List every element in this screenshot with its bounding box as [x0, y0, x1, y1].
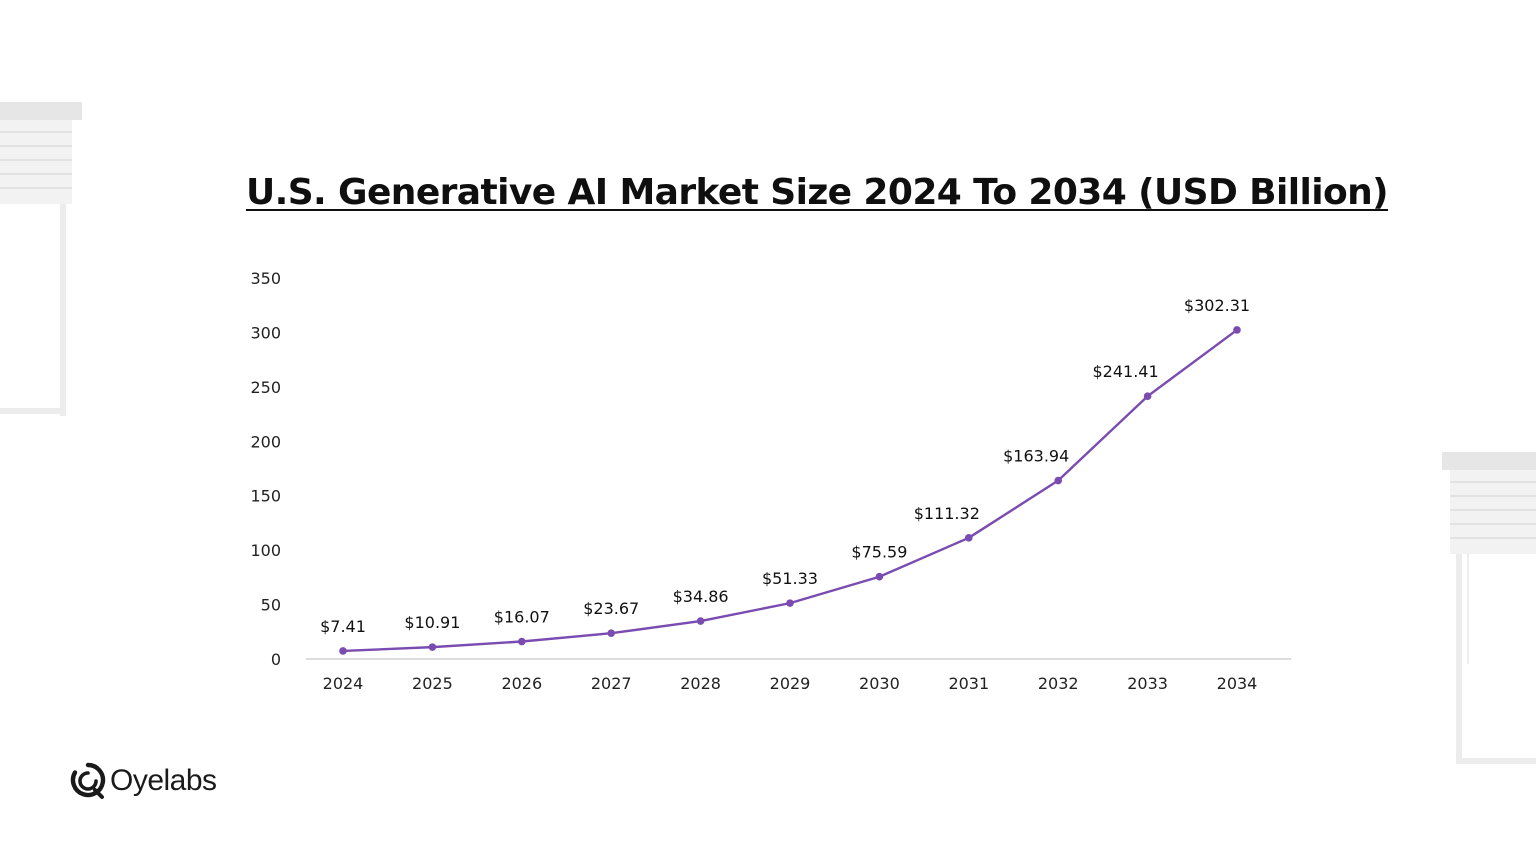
y-tick-label: 200	[250, 432, 281, 451]
data-point	[696, 617, 705, 625]
y-tick-label: 350	[250, 269, 281, 288]
data-point	[339, 647, 347, 655]
x-tick-label: 2032	[1038, 674, 1079, 693]
data-point	[428, 643, 437, 651]
data-point	[1054, 476, 1062, 485]
left-decoration	[0, 102, 82, 416]
data-label: $163.94	[1003, 447, 1069, 466]
y-axis: 0 50 100 150 200 250 300 350	[250, 269, 281, 669]
data-label: $10.91	[404, 613, 460, 632]
right-decoration	[1442, 452, 1536, 764]
data-label: $111.32	[914, 504, 980, 523]
data-point	[1143, 392, 1152, 401]
x-tick-label: 2028	[680, 674, 721, 693]
chart-title: U.S. Generative AI Market Size 2024 To 2…	[246, 172, 1389, 213]
x-tick-label: 2031	[948, 674, 989, 693]
x-tick-label: 2026	[501, 674, 542, 693]
x-tick-label: 2034	[1217, 674, 1258, 693]
data-label: $16.07	[494, 608, 550, 627]
data-point	[518, 637, 526, 646]
x-tick-label: 2029	[770, 674, 811, 693]
data-label: $51.33	[762, 569, 818, 588]
y-tick-label: 150	[250, 487, 281, 506]
data-label: $34.86	[673, 587, 729, 606]
x-tick-label: 2027	[591, 674, 632, 693]
data-label: $23.67	[583, 599, 639, 618]
data-label: $75.59	[851, 543, 907, 562]
data-point	[1233, 326, 1241, 334]
x-tick-label: 2024	[323, 674, 364, 693]
data-point	[786, 599, 794, 607]
brand-name: Oyelabs	[110, 764, 217, 797]
y-tick-label: 0	[271, 650, 281, 669]
data-labels: $7.41 $10.91 $16.07 $23.67 $34.86 $51.33 $75.5…	[320, 296, 1250, 636]
data-point	[875, 572, 884, 581]
x-tick-label: 2030	[859, 674, 900, 693]
data-label: $241.41	[1093, 362, 1159, 381]
data-label: $7.41	[320, 617, 366, 636]
data-point	[965, 534, 973, 542]
data-point	[607, 629, 615, 638]
data-points	[339, 326, 1241, 655]
y-tick-label: 100	[250, 541, 281, 560]
oyelabs-logo-icon	[70, 762, 106, 799]
y-tick-label: 250	[250, 378, 281, 397]
x-tick-label: 2033	[1127, 674, 1168, 693]
x-tick-label: 2025	[412, 674, 453, 693]
brand-logo: Oyelabs	[70, 762, 217, 800]
y-tick-label: 300	[250, 323, 281, 342]
y-tick-label: 50	[261, 596, 281, 615]
data-label: $302.31	[1184, 296, 1250, 315]
x-axis: 2024 2025 2026 2027 2028 2029 2030 2031 2032 2033…	[323, 674, 1258, 693]
